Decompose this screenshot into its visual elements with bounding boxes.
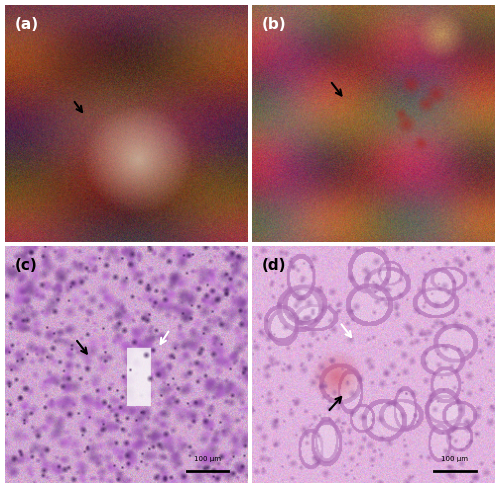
Text: (a): (a) xyxy=(14,17,39,32)
Text: 100 μm: 100 μm xyxy=(442,456,468,462)
Text: (b): (b) xyxy=(262,17,287,32)
Text: 100 μm: 100 μm xyxy=(194,456,221,462)
Text: (c): (c) xyxy=(14,258,38,273)
Text: (d): (d) xyxy=(262,258,286,273)
